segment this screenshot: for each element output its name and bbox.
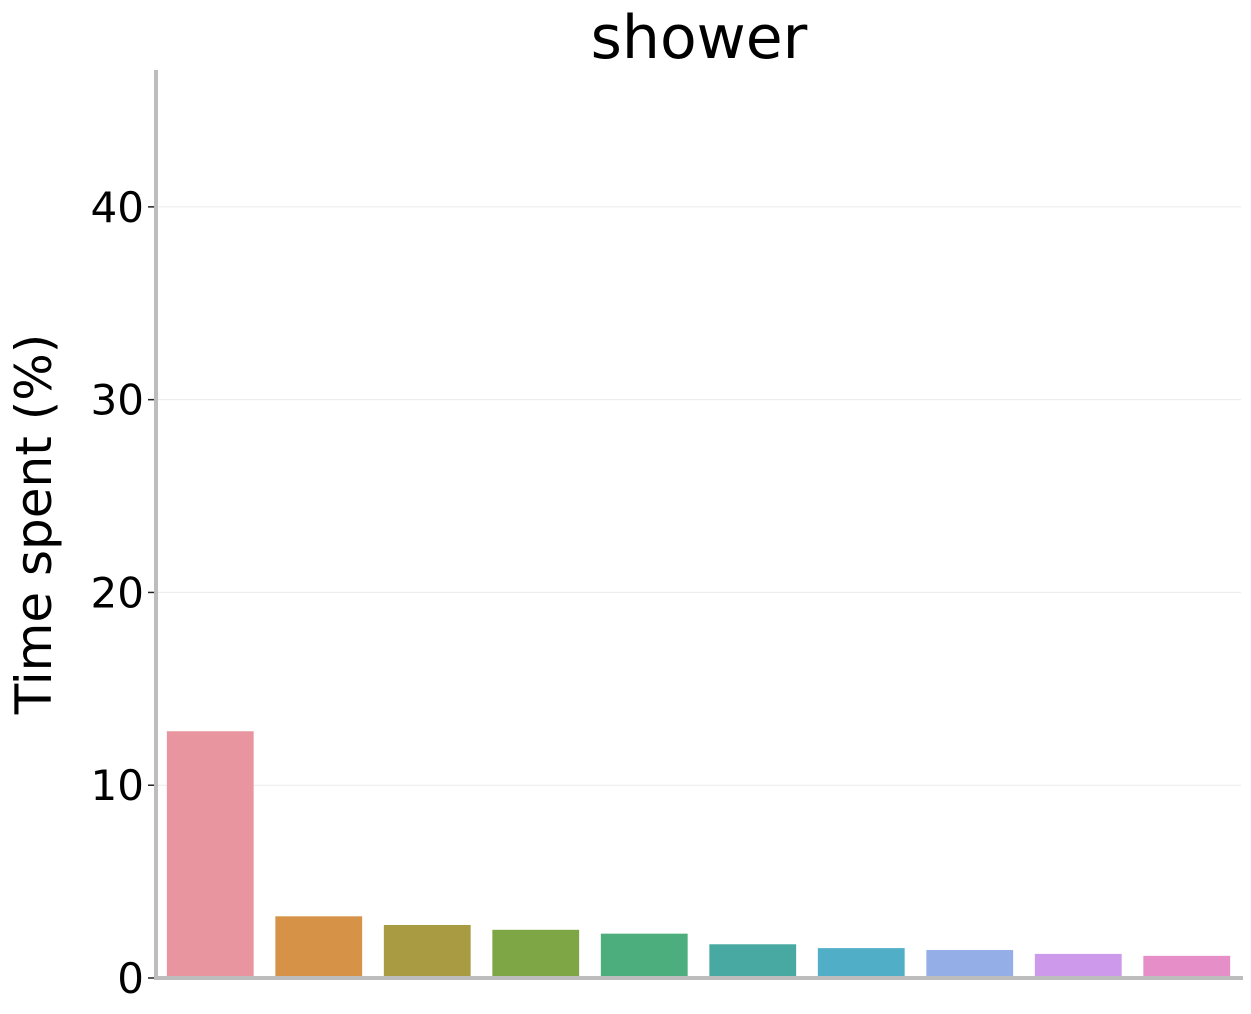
y-tick-label: 40 bbox=[91, 183, 144, 232]
y-tick-labels: 0 10 20 30 40 bbox=[91, 183, 144, 1003]
axes bbox=[148, 70, 1243, 980]
bar bbox=[926, 950, 1014, 978]
bar bbox=[1034, 953, 1122, 978]
bar bbox=[383, 924, 471, 978]
gridlines bbox=[156, 206, 1241, 786]
bar bbox=[166, 731, 254, 978]
bar bbox=[817, 948, 905, 978]
y-tick-label: 30 bbox=[91, 376, 144, 425]
y-tick-label: 10 bbox=[91, 761, 144, 810]
y-axis-label: Time spent (%) bbox=[5, 334, 63, 716]
bar bbox=[1143, 955, 1231, 978]
y-tick-label: 0 bbox=[117, 954, 144, 1003]
bar bbox=[492, 929, 580, 978]
bar bbox=[600, 933, 688, 978]
bars bbox=[166, 731, 1231, 978]
bar bbox=[275, 916, 363, 978]
y-tick-label: 20 bbox=[91, 568, 144, 617]
bar bbox=[709, 944, 797, 978]
chart-title: shower bbox=[591, 3, 808, 73]
